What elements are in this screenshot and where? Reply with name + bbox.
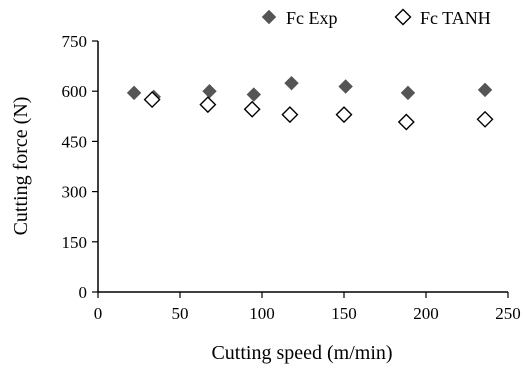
legend: Fc Exp Fc TANH (261, 8, 491, 28)
x-tick-label: 100 (249, 304, 275, 323)
data-point (476, 110, 494, 128)
y-tick-label: 450 (62, 132, 88, 151)
data-point (202, 83, 217, 99)
ticks: 0 50 100 150 200 250 0 150 300 450 600 750 (62, 32, 521, 323)
legend-marker-fc-exp (261, 9, 277, 25)
legend-marker-fc-tanh (394, 8, 412, 26)
data-point (143, 91, 161, 109)
data-point (126, 85, 142, 101)
legend-label-fc-exp: Fc Exp (286, 8, 338, 28)
data-point (243, 100, 261, 118)
data-point (246, 87, 262, 102)
x-tick-label: 150 (331, 304, 357, 323)
x-tick-label: 250 (495, 304, 521, 323)
y-axis-title: Cutting force (N) (10, 97, 32, 236)
legend-label-fc-tanh: Fc TANH (420, 8, 491, 28)
y-tick-label: 0 (79, 283, 88, 302)
data-point (477, 82, 493, 98)
y-tick-label: 150 (62, 233, 88, 252)
series-fc-tanh (143, 91, 494, 131)
y-tick-label: 750 (62, 32, 88, 51)
x-axis-title: Cutting speed (m/min) (211, 342, 392, 364)
data-point (335, 106, 353, 124)
x-tick-label: 0 (94, 304, 103, 323)
data-marks (126, 75, 494, 131)
data-point (397, 113, 415, 131)
y-tick-label: 600 (62, 82, 88, 101)
data-point (199, 96, 217, 114)
axes (97, 41, 508, 293)
data-point (338, 79, 353, 94)
data-point (284, 75, 299, 91)
x-tick-label: 50 (172, 304, 189, 323)
x-tick-label: 200 (413, 304, 439, 323)
data-point (281, 106, 299, 124)
y-tick-label: 300 (62, 183, 88, 202)
series-fc-exp (126, 75, 493, 105)
data-point (400, 85, 416, 101)
